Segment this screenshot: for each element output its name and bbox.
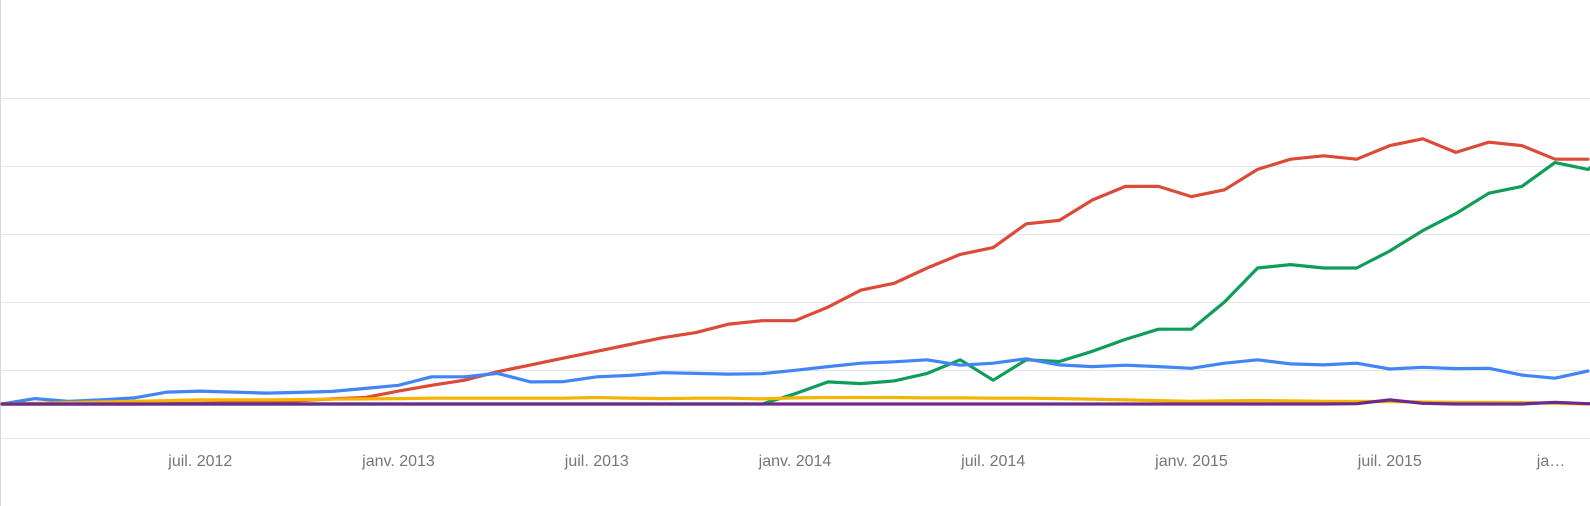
x-tick-label: juil. 2012 <box>167 453 232 470</box>
x-tick-label: janv. 2015 <box>1154 453 1228 470</box>
x-tick-label: janv. 2013 <box>361 453 435 470</box>
x-tick-label: ja… <box>1536 453 1565 470</box>
x-tick-label: juil. 2015 <box>1357 453 1422 470</box>
x-tick-label: juil. 2014 <box>960 453 1025 470</box>
series-line-3 <box>0 357 1590 406</box>
x-tick-label: juil. 2013 <box>564 453 629 470</box>
series-lines <box>0 137 1590 406</box>
series-line-5 <box>0 398 1590 406</box>
series-line-2 <box>0 161 1590 406</box>
series-line-4 <box>0 395 1590 406</box>
x-axis-tick-labels: juil. 2012 janv. 2013 juil. 2013 janv. 2014… <box>167 453 1565 470</box>
x-tick-label: janv. 2014 <box>758 453 832 470</box>
